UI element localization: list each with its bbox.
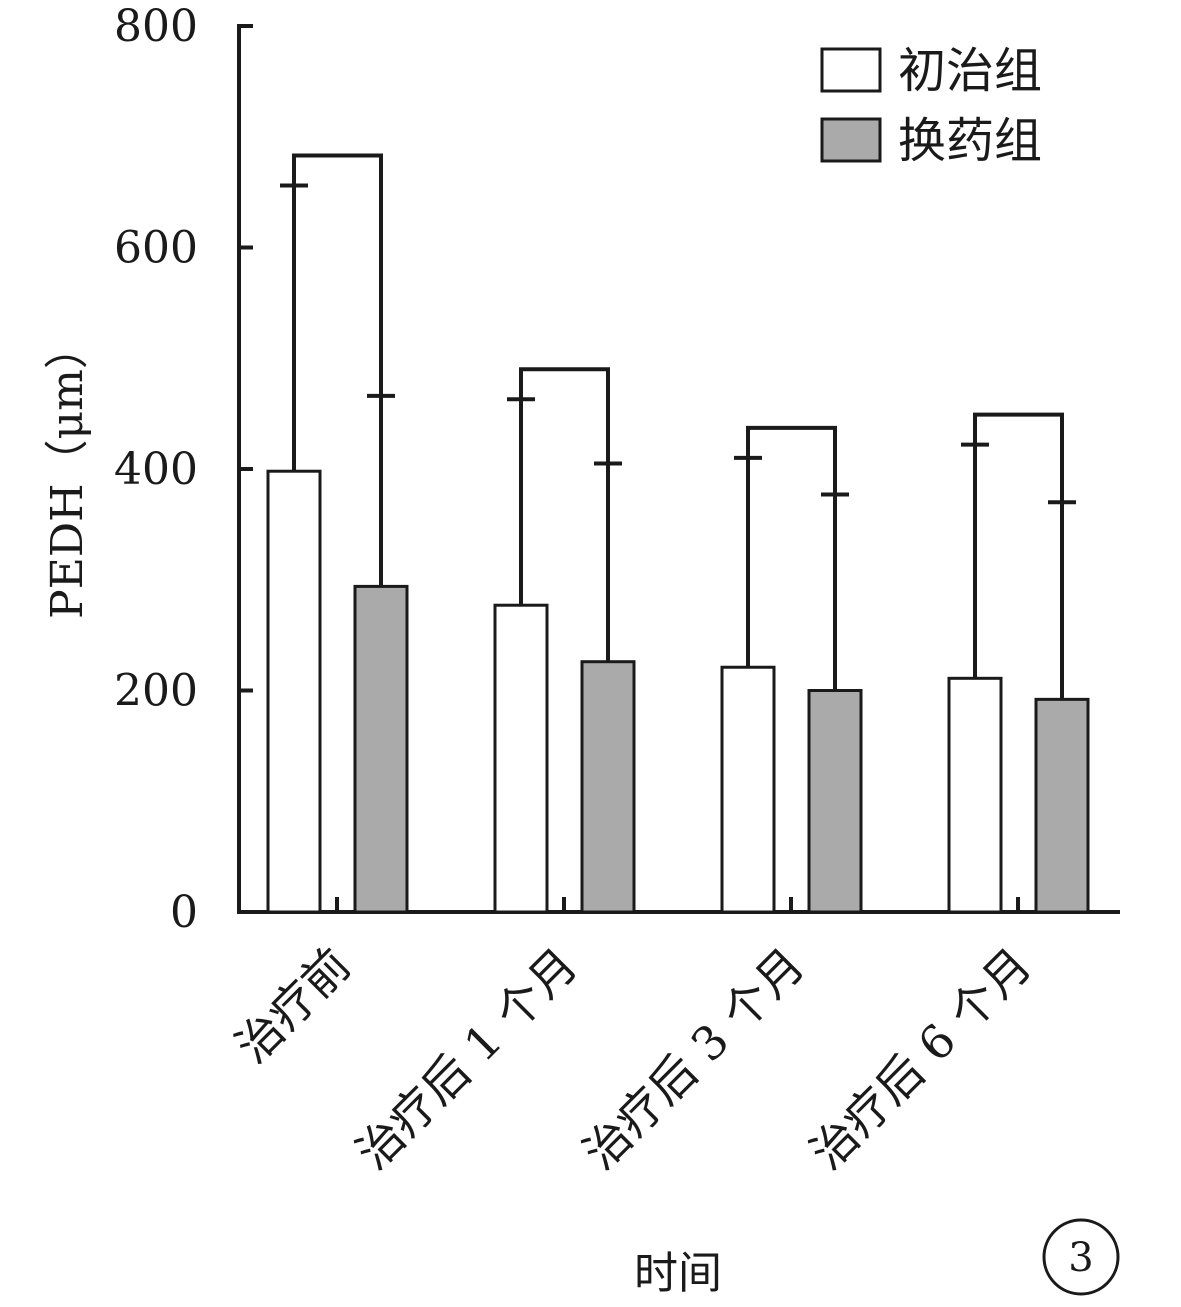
bars (266, 469, 1090, 914)
bar-1-0 (353, 584, 409, 914)
bar-0-1 (493, 603, 549, 914)
bracket-0 (292, 153, 383, 396)
legend: 初治组 换药组 (820, 43, 1042, 169)
x-axis-title: 时间 (634, 1248, 722, 1299)
y-axis-title: PEDH（μm） (42, 325, 93, 619)
bar-0-3 (947, 676, 1003, 914)
bracket-2 (746, 425, 837, 495)
panel-label: 3 (1068, 1235, 1093, 1281)
panel-label-circle (1042, 1218, 1120, 1296)
x-category-label-2: 治疗后 3 个月 (573, 938, 815, 1180)
bar-1-3 (1034, 697, 1090, 914)
legend-swatch-initial-group (820, 47, 882, 93)
bar-0-0 (266, 469, 322, 914)
legend-label-switch-group: 换药组 (898, 113, 1042, 169)
x-category-label-3: 治疗后 6 个月 (800, 938, 1042, 1180)
bar-0-2 (720, 665, 776, 914)
x-category-label-0: 治疗前 (225, 938, 361, 1074)
y-axis: 0 200 400 600 800 (114, 1, 253, 938)
x-category-label-1: 治疗后 1 个月 (346, 938, 588, 1180)
legend-swatch-switch-group (820, 117, 882, 163)
y-tick-label-400: 400 (114, 444, 198, 495)
bar-1-2 (807, 689, 863, 914)
bracket-3 (973, 412, 1064, 503)
legend-label-initial-group: 初治组 (898, 43, 1042, 99)
y-tick-label-0: 0 (170, 887, 198, 938)
bar-1-1 (580, 660, 636, 914)
comparison-brackets (292, 153, 1064, 503)
y-tick-label-600: 600 (114, 223, 198, 274)
y-tick-label-200: 200 (114, 666, 198, 717)
bracket-1 (519, 367, 610, 464)
y-tick-label-800: 800 (114, 1, 198, 52)
